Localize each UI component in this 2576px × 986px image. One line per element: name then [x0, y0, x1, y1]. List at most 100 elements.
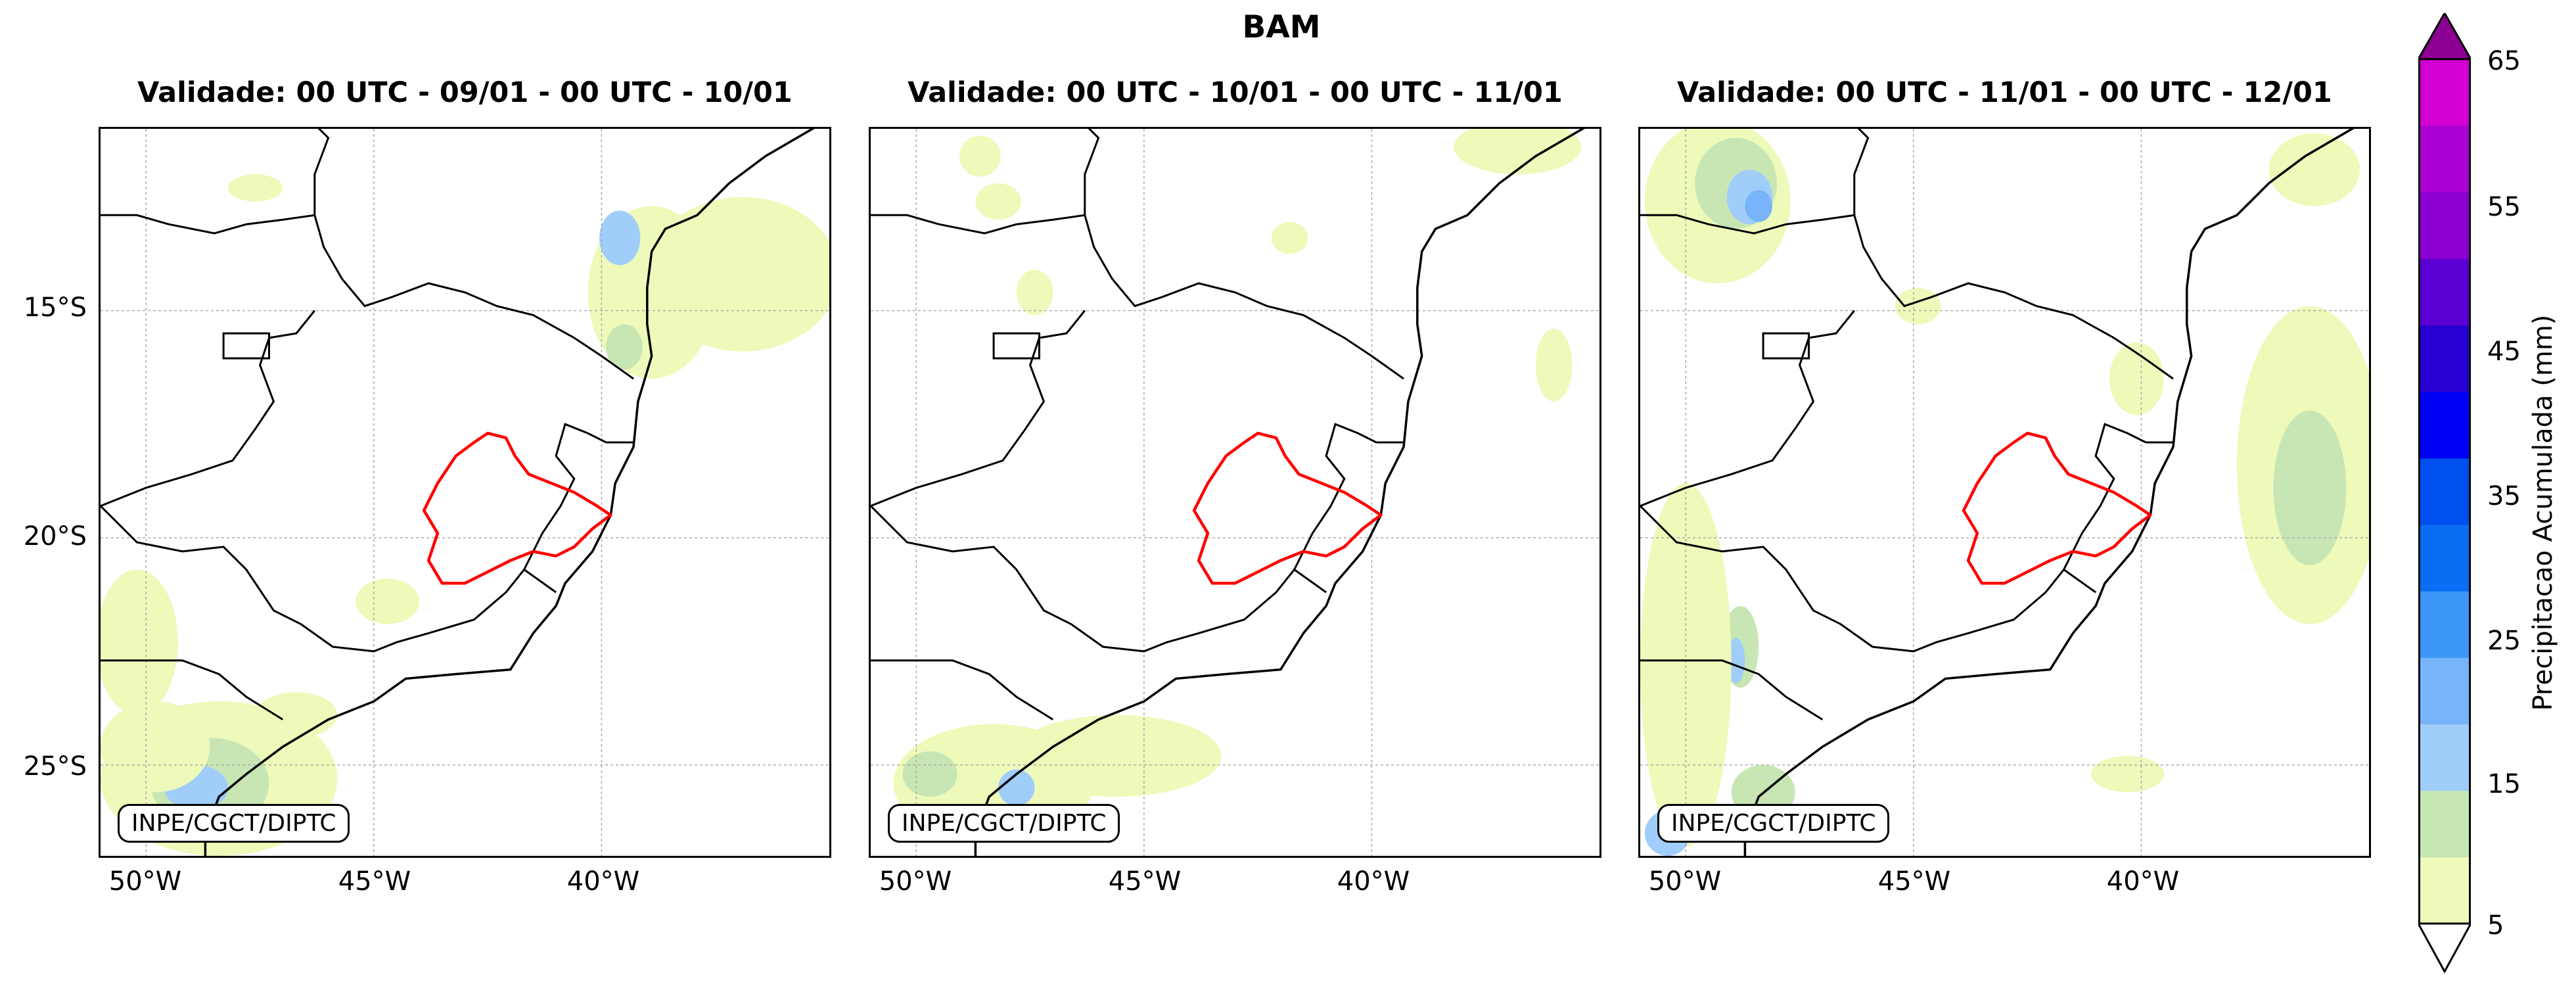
precip-cell — [1640, 483, 1732, 847]
lat-tick-label: 20°S — [23, 521, 87, 552]
state-border — [101, 659, 284, 720]
colorbar-tick-label: 15 — [2487, 769, 2521, 799]
colorbar-segment — [2418, 857, 2471, 924]
lon-tick-label: 40°W — [1337, 866, 1410, 897]
lon-tick-label: 45°W — [1108, 866, 1182, 897]
basin-outline — [422, 431, 612, 585]
lon-tick-label: 40°W — [2106, 866, 2180, 897]
state-border — [1853, 214, 2174, 380]
map-panel-2: INPE/CGCT/DIPTC — [869, 127, 1601, 858]
colorbar-segment — [2418, 59, 2471, 126]
colorbar-label: Precipitacao Acumulada (mm) — [2528, 314, 2558, 711]
colorbar-segment — [2418, 325, 2471, 392]
panel-title-2: Validade: 00 UTC - 10/01 - 00 UTC - 11/0… — [908, 76, 1563, 109]
colorbar — [2416, 11, 2473, 974]
colorbar-tick-label: 55 — [2487, 192, 2521, 222]
precip-cell — [1726, 638, 1745, 684]
precip-cell — [1535, 329, 1573, 402]
figure-title: BAM — [1242, 9, 1321, 45]
gridlines — [1640, 129, 2369, 856]
lat-tick-label: 25°S — [23, 751, 87, 782]
precip-shading — [893, 129, 1582, 843]
colorbar-extend-max — [2416, 11, 2473, 60]
colorbar-segment — [2418, 391, 2471, 459]
state-border — [101, 310, 315, 507]
state-border — [1640, 659, 1824, 720]
state-border — [1640, 310, 1855, 507]
precip-cell — [959, 135, 1001, 177]
state-borders — [101, 129, 634, 720]
colorbar-segment — [2418, 657, 2471, 725]
lon-tick-label: 40°W — [566, 866, 640, 897]
colorbar-segment — [2418, 724, 2471, 791]
gridlines — [871, 129, 1599, 856]
colorbar-segment — [2418, 525, 2471, 592]
colorbar-segment — [2418, 126, 2471, 193]
state-border — [871, 310, 1086, 507]
state-border — [101, 505, 557, 653]
lon-tick-label: 50°W — [1648, 866, 1722, 897]
lon-tick-label: 50°W — [108, 866, 182, 897]
state-borders — [1640, 129, 2174, 720]
state-border — [1293, 423, 1377, 571]
credit-badge: INPE/CGCT/DIPTC — [118, 804, 350, 843]
precip-cell — [1271, 222, 1308, 254]
precip-cell — [1895, 287, 1941, 325]
state-border — [2063, 423, 2147, 571]
state-border — [313, 214, 634, 380]
precip-cell — [228, 174, 283, 202]
colorbar-segment — [2418, 790, 2471, 858]
basin-outline — [1962, 431, 2152, 585]
coastline — [204, 129, 815, 856]
state-border — [1640, 505, 2096, 653]
precip-cell — [1745, 190, 1773, 222]
basin-outline — [1192, 431, 1383, 585]
precip-shading — [1640, 129, 2369, 856]
federal-district-border — [1762, 332, 1810, 360]
precip-cell — [2273, 410, 2347, 565]
precip-cell — [2268, 133, 2360, 206]
map-canvas-1 — [101, 129, 829, 856]
state-border — [101, 129, 330, 235]
map-canvas-3 — [1640, 129, 2369, 856]
federal-district-border — [992, 332, 1040, 360]
precip-cell — [1454, 129, 1582, 175]
precip-shading — [101, 174, 829, 856]
lon-tick-label: 50°W — [879, 866, 952, 897]
precip-cell — [998, 769, 1035, 806]
credit-badge: INPE/CGCT/DIPTC — [1657, 804, 1890, 843]
colorbar-tick-label: 35 — [2487, 481, 2521, 511]
colorbar-outline — [2418, 58, 2471, 925]
colorbar-segment — [2418, 591, 2471, 658]
state-border — [871, 659, 1054, 720]
panel-title-3: Validade: 00 UTC - 11/01 - 00 UTC - 12/0… — [1677, 76, 2332, 109]
coastline — [974, 129, 1585, 856]
colorbar-tick-label: 45 — [2487, 337, 2521, 367]
federal-district-border — [222, 332, 270, 360]
precip-cell — [902, 751, 957, 797]
precip-cell — [606, 324, 643, 370]
colorbar-scale — [2416, 11, 2473, 974]
colorbar-tick-label: 5 — [2487, 910, 2504, 941]
state-border — [871, 505, 1327, 653]
precip-cell — [356, 578, 420, 624]
precip-cell — [101, 569, 178, 715]
state-border — [1084, 214, 1404, 380]
precip-cell — [1016, 270, 1053, 316]
state-borders — [871, 129, 1404, 720]
coastline — [1743, 129, 2355, 856]
gridlines — [101, 129, 829, 856]
colorbar-tick-label: 65 — [2487, 46, 2521, 76]
lon-tick-label: 45°W — [338, 866, 411, 897]
precip-cell — [101, 701, 210, 793]
precip-cell — [975, 183, 1021, 220]
map-panel-1: INPE/CGCT/DIPTC — [99, 127, 831, 858]
panel-title-1: Validade: 00 UTC - 09/01 - 00 UTC - 10/0… — [137, 76, 793, 109]
lon-tick-label: 45°W — [1877, 866, 1951, 897]
map-panel-3: INPE/CGCT/DIPTC — [1638, 127, 2371, 858]
colorbar-segment — [2418, 192, 2471, 259]
colorbar-extend-min — [2416, 922, 2473, 974]
precip-cell — [2109, 342, 2165, 415]
state-border — [1640, 129, 1870, 235]
credit-badge: INPE/CGCT/DIPTC — [888, 804, 1120, 843]
